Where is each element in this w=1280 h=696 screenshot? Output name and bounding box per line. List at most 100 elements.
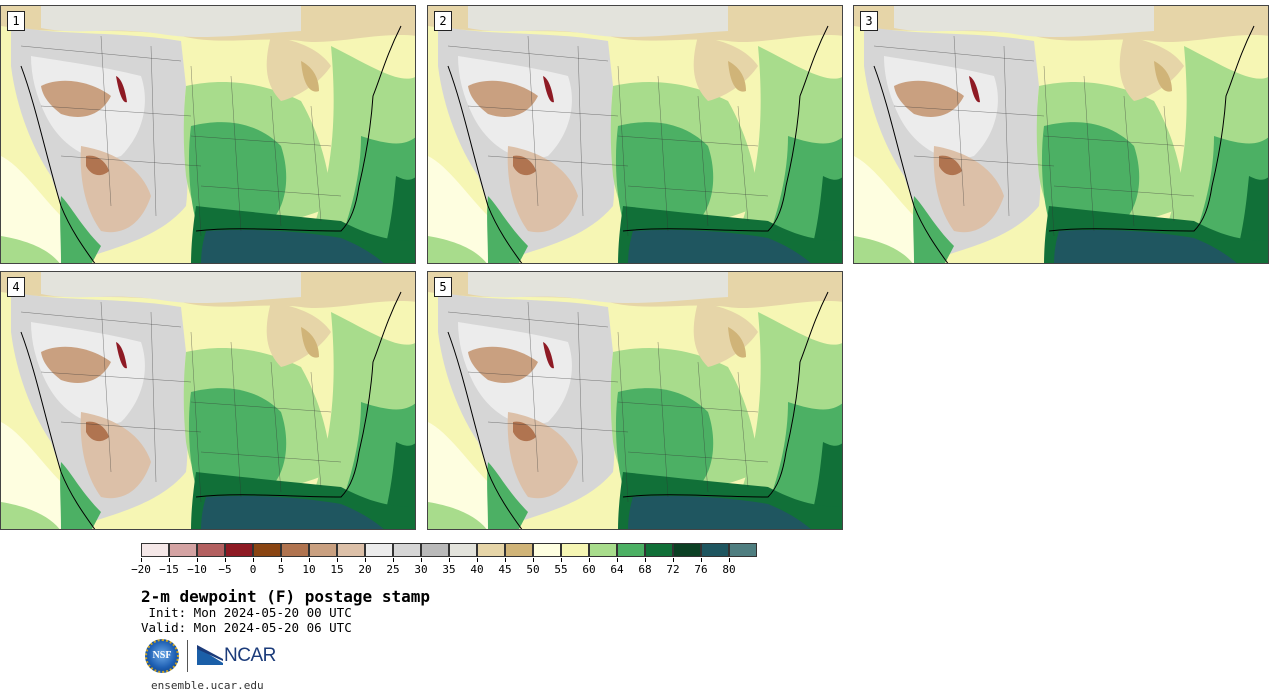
colorbar-swatch	[673, 543, 701, 557]
panel-number: 3	[860, 11, 878, 31]
colorbar-tick-label: −20	[131, 563, 151, 576]
dewpoint-map	[428, 6, 842, 263]
colorbar-swatch	[561, 543, 589, 557]
colorbar-swatch	[477, 543, 505, 557]
member-panel-3: 3	[853, 5, 1269, 264]
member-panel-2: 2	[427, 5, 843, 264]
dewpoint-region	[41, 80, 111, 117]
colorbar-tick	[141, 558, 142, 562]
dewpoint-region	[628, 229, 811, 263]
colorbar-swatch	[365, 543, 393, 557]
dewpoint-region	[543, 342, 554, 369]
dewpoint-region	[1, 422, 61, 529]
dewpoint-region	[894, 6, 1154, 38]
colorbar-tick-label: 50	[526, 563, 540, 576]
panel-number: 4	[7, 277, 25, 297]
colorbar-tick	[477, 558, 478, 562]
dewpoint-region	[543, 76, 554, 103]
dewpoint-region	[266, 36, 331, 101]
colorbar-swatch	[729, 543, 757, 557]
coastline	[20, 291, 402, 529]
colorbar-swatch	[421, 543, 449, 557]
colorbar-swatch	[449, 543, 477, 557]
dewpoint-region	[728, 327, 746, 358]
dewpoint-region	[428, 502, 487, 529]
dewpoint-region	[487, 196, 528, 263]
colorbar-tick-label: 35	[442, 563, 456, 576]
colorbar-swatch	[617, 543, 645, 557]
dewpoint-region	[116, 76, 127, 103]
colorbar-tick-label: 20	[358, 563, 372, 576]
colorbar-tick-label: 30	[414, 563, 428, 576]
member-panel-1: 1	[0, 5, 416, 264]
colorbar-tick-label: 25	[386, 563, 400, 576]
colorbar-swatch	[337, 543, 365, 557]
dewpoint-map	[1, 6, 415, 263]
colorbar-tick	[393, 558, 394, 562]
colorbar-tick-label: 40	[470, 563, 484, 576]
dewpoint-map	[854, 6, 1268, 263]
coastline	[873, 25, 1255, 263]
colorbar-swatch	[701, 543, 729, 557]
panel-number: 1	[7, 11, 25, 31]
state-boundaries	[873, 35, 1195, 237]
state-boundaries	[447, 35, 769, 237]
coastline	[447, 291, 829, 529]
colorbar-tick	[253, 558, 254, 562]
colorbar-tick	[197, 558, 198, 562]
member-panel-5: 5	[427, 271, 843, 530]
dewpoint-region	[513, 421, 536, 442]
colorbar-swatch	[645, 543, 673, 557]
dewpoint-region	[854, 236, 913, 263]
dewpoint-region	[201, 495, 384, 529]
dewpoint-region	[1119, 36, 1184, 101]
dewpoint-region	[201, 229, 384, 263]
dewpoint-region	[428, 422, 488, 529]
plot-title: 2-m dewpoint (F) postage stamp	[141, 587, 430, 606]
colorbar-tick	[533, 558, 534, 562]
ncar-logo: NCAR	[224, 645, 276, 666]
colorbar-swatch	[309, 543, 337, 557]
dewpoint-region	[468, 346, 538, 383]
colorbar-tick	[645, 558, 646, 562]
dewpoint-region	[693, 302, 758, 367]
colorbar-swatch	[533, 543, 561, 557]
nsf-logo-text: NSF	[152, 650, 172, 661]
dewpoint-region	[468, 6, 728, 38]
colorbar-tick	[589, 558, 590, 562]
colorbar-tick	[673, 558, 674, 562]
colorbar-tick	[729, 558, 730, 562]
colorbar-tick-label: 80	[722, 563, 736, 576]
colorbar-tick	[421, 558, 422, 562]
dewpoint-region	[1054, 229, 1237, 263]
dewpoint-region	[266, 302, 331, 367]
dewpoint-region	[1154, 61, 1172, 92]
state-boundaries	[20, 35, 342, 237]
colorbar-tick-label: 60	[582, 563, 596, 576]
site-url[interactable]: ensemble.ucar.edu	[151, 679, 264, 692]
dewpoint-region	[41, 346, 111, 383]
coastline	[447, 25, 829, 263]
dewpoint-region	[693, 36, 758, 101]
colorbar-swatch	[393, 543, 421, 557]
state-boundaries	[20, 301, 342, 503]
logo-divider	[187, 640, 188, 672]
colorbar-swatch	[505, 543, 533, 557]
dewpoint-region	[428, 156, 488, 263]
colorbar-tick	[561, 558, 562, 562]
init-time: Init: Mon 2024-05-20 00 UTC	[141, 605, 352, 620]
dewpoint-region	[301, 61, 319, 92]
dewpoint-region	[728, 61, 746, 92]
dewpoint-region	[86, 421, 109, 442]
colorbar-tick	[617, 558, 618, 562]
colorbar-tick	[337, 558, 338, 562]
colorbar-swatch	[589, 543, 617, 557]
dewpoint-region	[854, 156, 914, 263]
dewpoint-region	[913, 196, 954, 263]
colorbar-tick	[701, 558, 702, 562]
dewpoint-region	[894, 80, 964, 117]
colorbar-tick-label: 0	[249, 563, 257, 576]
dewpoint-region	[86, 155, 109, 176]
colorbar-tick-label: 76	[694, 563, 708, 576]
state-boundaries	[447, 301, 769, 503]
